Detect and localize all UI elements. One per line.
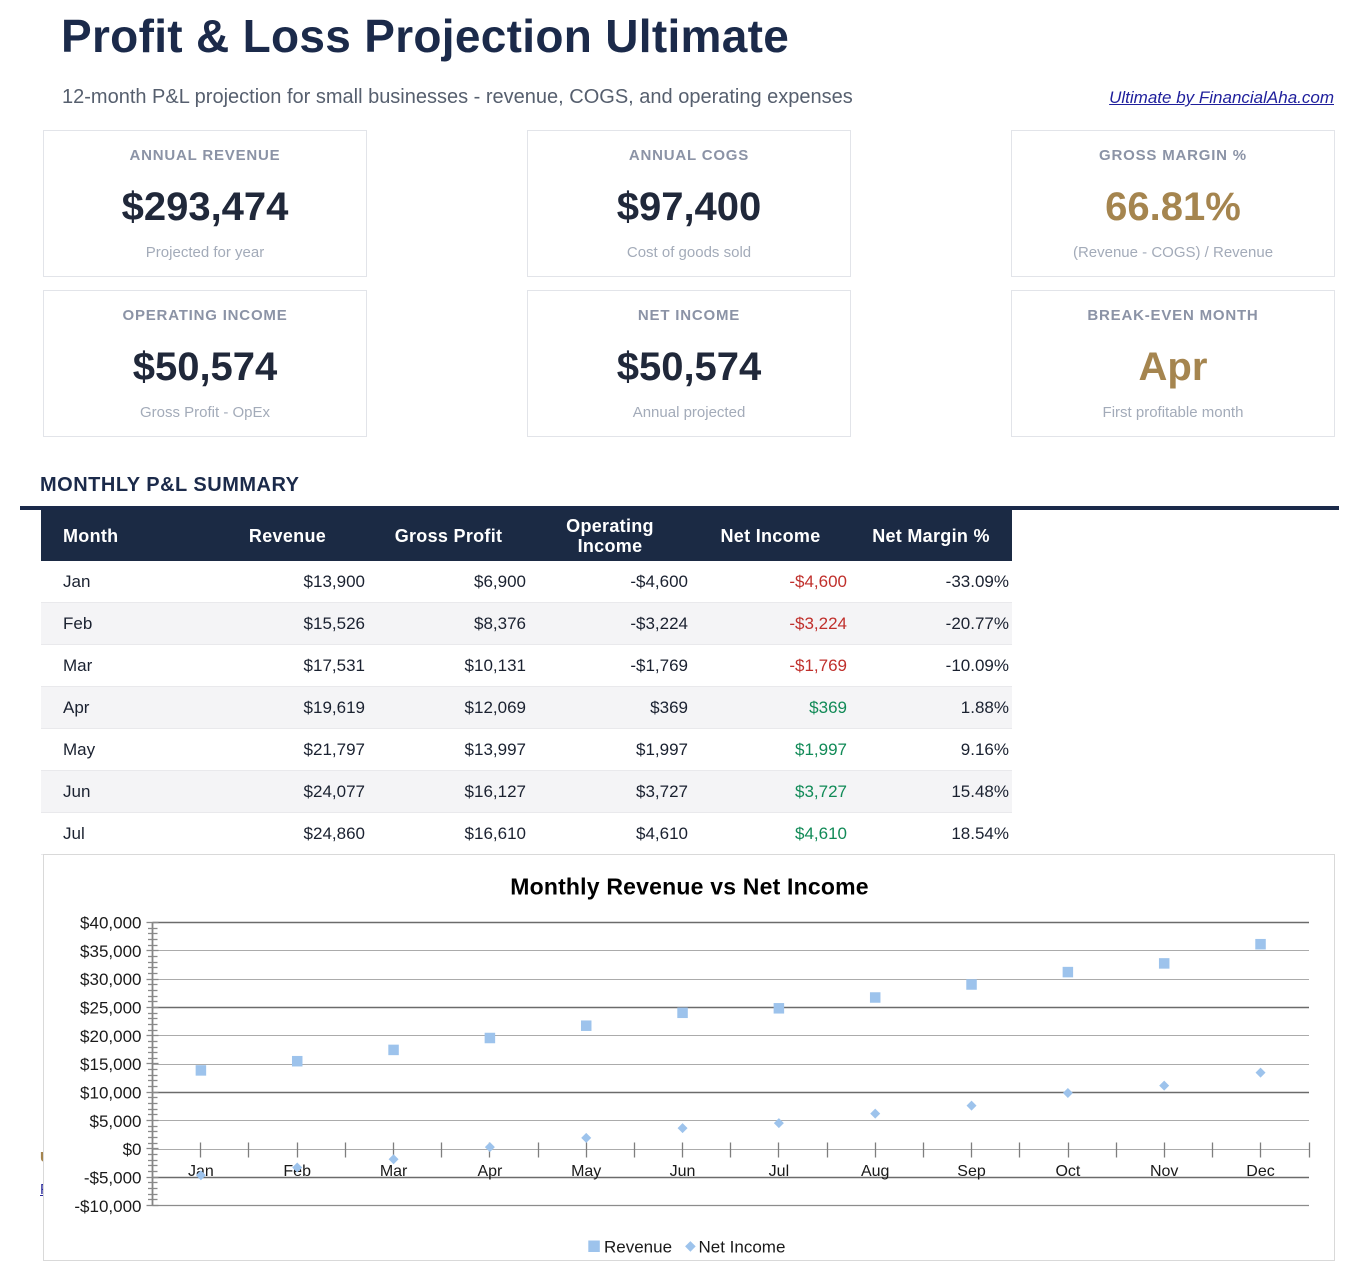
svg-text:Mar: Mar xyxy=(380,1163,408,1180)
svg-text:Aug: Aug xyxy=(861,1163,889,1180)
svg-text:Apr: Apr xyxy=(477,1163,503,1180)
svg-text:Sep: Sep xyxy=(957,1163,986,1180)
svg-text:$40,000: $40,000 xyxy=(80,914,141,933)
svg-text:$20,000: $20,000 xyxy=(80,1027,141,1046)
svg-text:Jul: Jul xyxy=(769,1163,789,1180)
svg-text:Revenue: Revenue xyxy=(604,1237,672,1256)
svg-text:$35,000: $35,000 xyxy=(80,942,141,961)
svg-text:May: May xyxy=(571,1163,601,1180)
svg-text:-$5,000: -$5,000 xyxy=(84,1169,142,1188)
svg-text:$25,000: $25,000 xyxy=(80,999,141,1018)
svg-text:-$10,000: -$10,000 xyxy=(74,1197,141,1216)
svg-text:$15,000: $15,000 xyxy=(80,1055,141,1074)
svg-text:Monthly Revenue vs Net Income: Monthly Revenue vs Net Income xyxy=(510,874,869,900)
svg-text:$30,000: $30,000 xyxy=(80,970,141,989)
svg-text:Jun: Jun xyxy=(670,1163,696,1180)
svg-text:Net Income: Net Income xyxy=(699,1237,786,1256)
svg-text:Oct: Oct xyxy=(1055,1163,1080,1180)
svg-text:Nov: Nov xyxy=(1150,1163,1178,1180)
svg-text:$0: $0 xyxy=(123,1140,142,1159)
svg-text:Dec: Dec xyxy=(1246,1163,1274,1180)
svg-text:$10,000: $10,000 xyxy=(80,1084,141,1103)
svg-text:$5,000: $5,000 xyxy=(90,1112,142,1131)
